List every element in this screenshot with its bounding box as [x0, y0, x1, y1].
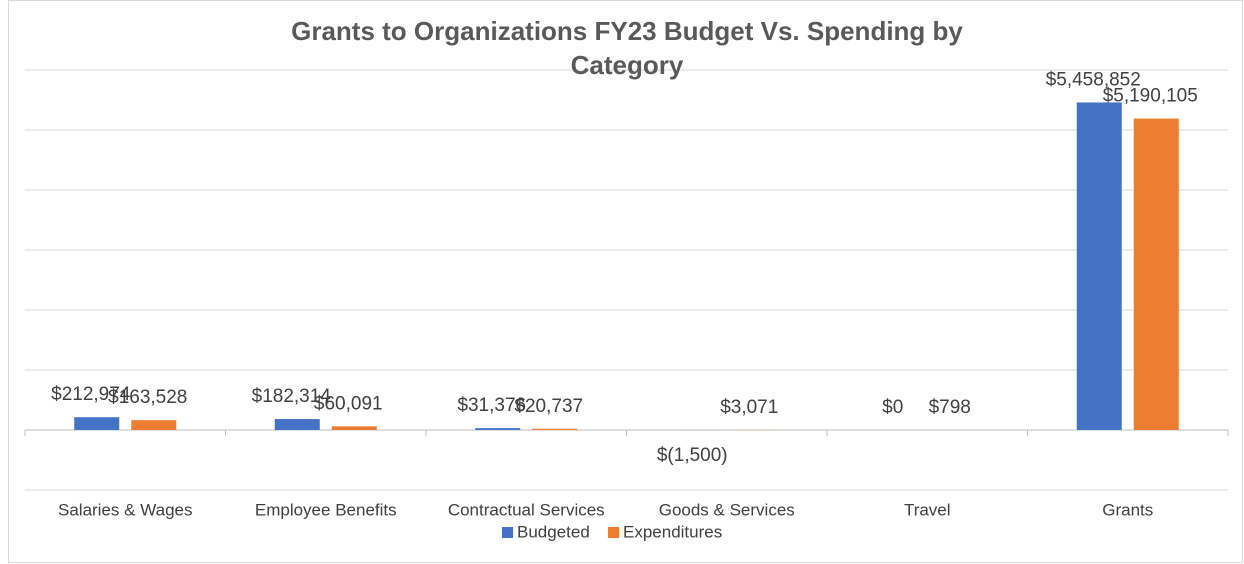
chart-border [8, 0, 1243, 563]
data-label: $31,376 [457, 395, 526, 416]
x-tick-label: Salaries & Wages [58, 500, 192, 519]
data-label: $3,071 [720, 397, 778, 418]
x-tick-label: Contractual Services [448, 500, 605, 519]
data-label: $163,528 [108, 387, 187, 408]
data-label: $0 [882, 397, 903, 418]
data-label: $182,314 [252, 386, 332, 407]
bar [1133, 118, 1179, 431]
bar [1076, 102, 1122, 431]
x-tick-label: Goods & Services [659, 500, 795, 519]
data-label: $212,974 [51, 384, 131, 405]
bar [331, 426, 377, 430]
bar [131, 420, 177, 430]
bar [532, 428, 578, 430]
data-label: $60,091 [314, 393, 383, 414]
x-tick-label: Grants [1102, 500, 1153, 519]
data-label: $798 [929, 397, 971, 418]
legend-swatch [502, 527, 513, 538]
legend-label: Expenditures [623, 522, 722, 541]
data-label: $(1,500) [657, 445, 728, 466]
data-label: $5,458,852 [1046, 69, 1141, 90]
bar [74, 417, 120, 430]
chart-title: Grants to Organizations FY23 Budget Vs. … [291, 16, 963, 80]
data-label: $20,737 [514, 396, 583, 417]
x-tick-label: Travel [904, 500, 951, 519]
data-label: $5,190,105 [1103, 86, 1198, 107]
legend-swatch [608, 527, 619, 538]
bar [274, 419, 320, 430]
bar [475, 428, 521, 430]
x-tick-label: Employee Benefits [255, 500, 397, 519]
legend-label: Budgeted [517, 522, 590, 541]
